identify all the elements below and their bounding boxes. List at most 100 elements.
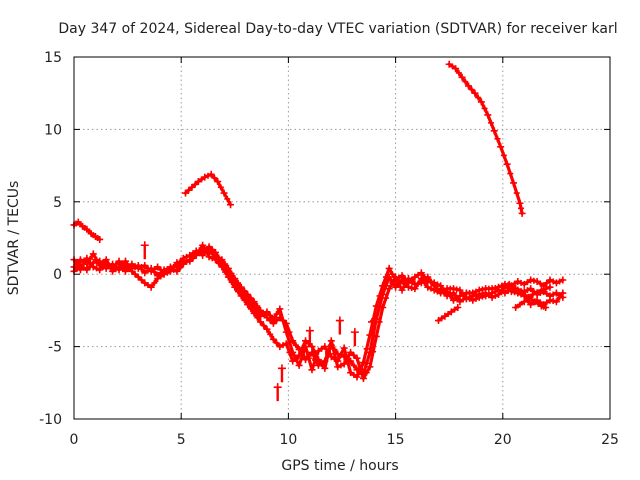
data-point xyxy=(334,363,342,371)
data-point xyxy=(524,279,531,286)
data-point xyxy=(550,297,557,304)
data-point xyxy=(398,272,406,280)
data-point xyxy=(185,187,192,194)
data-point xyxy=(462,295,470,303)
data-point xyxy=(481,105,488,112)
data-point xyxy=(144,282,151,289)
data-point xyxy=(199,251,207,259)
series-arc-late-rise xyxy=(434,304,462,325)
data-point xyxy=(520,298,528,306)
data-point xyxy=(189,255,196,262)
x-tick-labels: 0 5 10 15 20 25 xyxy=(70,432,619,448)
data-point xyxy=(430,282,438,290)
data-point xyxy=(222,269,229,276)
y-tick-labels: -10 -5 0 5 10 15 xyxy=(39,50,62,428)
data-point xyxy=(559,276,567,284)
data-point xyxy=(514,277,522,285)
data-point xyxy=(379,304,387,312)
data-point xyxy=(205,253,213,261)
data-point xyxy=(132,263,139,270)
data-point xyxy=(490,127,498,135)
data-point xyxy=(512,285,520,293)
data-point xyxy=(331,350,338,357)
data-point xyxy=(484,111,492,119)
data-point xyxy=(443,292,451,300)
data-point xyxy=(528,296,535,303)
data-point xyxy=(99,259,106,266)
data-point xyxy=(282,340,290,348)
data-point xyxy=(299,345,306,352)
data-point xyxy=(353,373,361,381)
data-point xyxy=(144,265,151,272)
data-point xyxy=(376,318,383,325)
data-point xyxy=(453,294,460,301)
data-point xyxy=(220,189,228,197)
data-point xyxy=(543,279,550,286)
data-point xyxy=(199,241,207,249)
data-point xyxy=(263,325,271,333)
x-tick-label: 0 xyxy=(70,432,79,448)
data-point xyxy=(96,262,104,270)
data-point xyxy=(102,256,110,264)
data-point xyxy=(273,383,282,392)
data-point xyxy=(74,260,81,267)
data-point xyxy=(473,292,479,299)
data-point xyxy=(183,258,190,265)
data-point xyxy=(488,293,496,301)
data-point xyxy=(445,60,453,68)
data-point xyxy=(556,278,563,285)
y-tick-label: 5 xyxy=(53,195,62,211)
chart-title: Day 347 of 2024, Sidereal Day-to-day VTE… xyxy=(58,21,617,37)
data-point xyxy=(382,274,389,281)
data-point xyxy=(112,266,119,273)
data-point xyxy=(247,305,254,312)
data-point xyxy=(522,292,529,299)
data-point xyxy=(166,267,174,275)
data-point xyxy=(395,280,402,287)
data-point xyxy=(357,365,364,372)
data-point xyxy=(93,265,100,272)
data-point xyxy=(154,263,162,271)
data-point xyxy=(415,280,422,287)
data-point xyxy=(511,289,518,296)
data-point xyxy=(321,364,329,372)
data-point xyxy=(498,287,505,294)
data-point xyxy=(456,298,464,306)
data-point xyxy=(471,89,479,97)
data-point xyxy=(312,350,319,357)
data-point xyxy=(224,273,232,281)
x-tick-label: 10 xyxy=(279,432,297,448)
data-point xyxy=(408,278,415,285)
data-point xyxy=(516,199,524,207)
data-point xyxy=(417,269,425,277)
data-point xyxy=(453,286,460,293)
data-point xyxy=(385,264,393,272)
data-point xyxy=(269,335,277,343)
data-point xyxy=(212,248,220,256)
data-point xyxy=(485,285,492,292)
x-tick-label: 15 xyxy=(387,432,405,448)
data-point xyxy=(286,349,293,356)
data-point xyxy=(280,342,287,349)
data-point xyxy=(267,331,274,338)
data-point xyxy=(503,160,511,168)
data-point xyxy=(207,170,215,178)
plot-frame xyxy=(73,56,611,420)
data-point xyxy=(201,173,209,181)
data-point xyxy=(485,292,492,299)
data-point xyxy=(292,355,299,362)
data-point xyxy=(217,184,224,191)
data-point xyxy=(89,263,97,271)
data-point xyxy=(460,291,467,298)
data-point xyxy=(280,317,287,324)
data-point xyxy=(447,285,454,292)
data-point xyxy=(308,343,316,351)
data-point xyxy=(276,305,284,313)
data-point xyxy=(455,69,462,76)
data-point xyxy=(454,304,462,312)
data-point xyxy=(398,286,406,294)
data-point xyxy=(76,266,84,274)
data-point xyxy=(77,221,84,228)
data-point xyxy=(389,279,396,286)
data-point xyxy=(427,278,434,285)
